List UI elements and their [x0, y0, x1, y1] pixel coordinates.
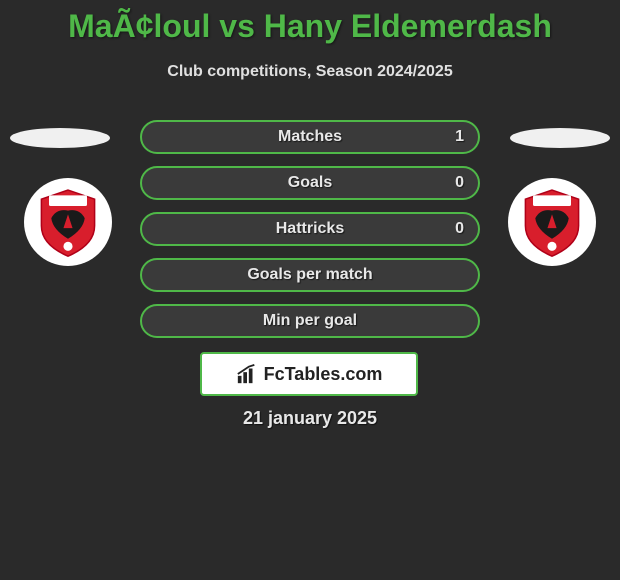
player-avatar-right	[510, 128, 610, 148]
stat-bars: Matches 1 Goals 0 Hattricks 0 Goals per …	[140, 120, 480, 350]
club-badge-right	[508, 178, 596, 266]
player-avatar-left	[10, 128, 110, 148]
stat-value: 0	[455, 174, 464, 192]
stat-label: Min per goal	[263, 312, 357, 330]
logo-text: FcTables.com	[264, 364, 383, 385]
club-badge-left	[24, 178, 112, 266]
subtitle: Club competitions, Season 2024/2025	[0, 63, 620, 81]
stat-label: Hattricks	[276, 220, 344, 238]
al-ahly-badge-icon	[514, 184, 590, 260]
fctables-logo: FcTables.com	[200, 352, 418, 396]
stat-row-min-per-goal: Min per goal	[140, 304, 480, 338]
stat-row-hattricks: Hattricks 0	[140, 212, 480, 246]
stat-label: Goals per match	[247, 266, 372, 284]
stat-row-goals: Goals 0	[140, 166, 480, 200]
stat-value: 1	[455, 128, 464, 146]
stat-row-goals-per-match: Goals per match	[140, 258, 480, 292]
date-label: 21 january 2025	[0, 408, 620, 429]
al-ahly-badge-icon	[30, 184, 106, 260]
stat-row-matches: Matches 1	[140, 120, 480, 154]
stat-value: 0	[455, 220, 464, 238]
stat-label: Matches	[278, 128, 342, 146]
page-title: MaÃ¢loul vs Hany Eldemerdash	[0, 0, 620, 45]
stat-label: Goals	[288, 174, 332, 192]
bars-chart-icon	[236, 363, 258, 385]
